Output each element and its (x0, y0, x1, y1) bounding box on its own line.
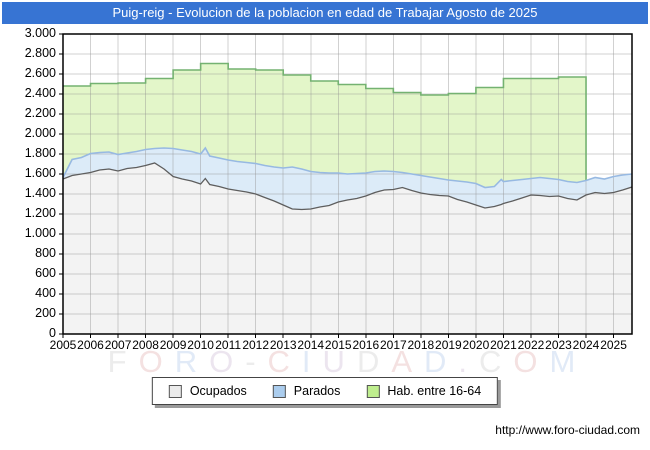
y-tick-label: 3.000 (24, 26, 56, 40)
x-tick-label: 2016 (352, 338, 380, 352)
y-tick-label: 400 (35, 286, 56, 300)
x-tick-label: 2023 (545, 338, 572, 352)
legend-label-parados: Parados (293, 384, 341, 398)
legend-swatch-hab (366, 384, 380, 398)
x-tick-label: 2020 (462, 338, 490, 352)
chart-title: Puig-reig - Evolucion de la poblacion en… (112, 5, 538, 20)
x-tick-label: 2008 (132, 338, 159, 352)
y-tick-label: 0 (49, 326, 56, 340)
x-tick-label: 2015 (324, 338, 352, 352)
y-tick-label: 800 (35, 246, 56, 260)
x-tick-label: 2012 (242, 338, 270, 352)
x-tick-label: 2017 (379, 338, 407, 352)
legend-label-ocupados: Ocupados (189, 384, 247, 398)
y-tick-label: 2.200 (24, 106, 56, 120)
y-tick-label: 2.000 (24, 126, 56, 140)
y-tick-label: 1.400 (24, 186, 56, 200)
x-tick-label: 2005 (49, 338, 77, 352)
legend-item-hab: Hab. entre 16-64 (366, 384, 481, 398)
y-tick-label: 2.800 (24, 46, 56, 60)
y-tick-label: 600 (35, 266, 56, 280)
x-tick-label: 2018 (407, 338, 435, 352)
y-tick-label: 1.200 (24, 206, 56, 220)
x-tick-label: 2024 (572, 338, 600, 352)
x-tick-label: 2011 (215, 338, 242, 352)
legend-label-hab: Hab. entre 16-64 (387, 384, 482, 398)
x-tick-label: 2009 (159, 338, 187, 352)
y-tick-label: 1.000 (24, 226, 56, 240)
x-tick-label: 2019 (435, 338, 462, 352)
x-tick-label: 2025 (600, 338, 627, 352)
y-tick-label: 1.600 (24, 166, 56, 180)
y-tick-label: 2.600 (24, 66, 56, 80)
x-tick-label: 2006 (77, 338, 104, 352)
y-tick-label: 200 (35, 306, 56, 320)
legend-item-parados: Parados (272, 384, 341, 398)
x-tick-label: 2014 (297, 338, 325, 352)
legend-item-ocupados: Ocupados (168, 384, 247, 398)
website-url: http://www.foro-ciudad.com (495, 423, 640, 437)
x-tick-label: 2021 (490, 338, 517, 352)
x-tick-label: 2007 (104, 338, 132, 352)
x-tick-label: 2010 (187, 338, 214, 352)
legend: Ocupados Parados Hab. entre 16-64 (151, 377, 499, 405)
legend-swatch-ocupados (168, 384, 182, 398)
x-tick-label: 2022 (517, 338, 545, 352)
title-bar: Puig-reig - Evolucion de la poblacion en… (2, 2, 648, 24)
x-tick-label: 2013 (269, 338, 297, 352)
y-tick-label: 1.800 (24, 146, 56, 160)
legend-swatch-parados (272, 384, 286, 398)
watermark: FORO-CIUDAD.COM (107, 344, 588, 379)
y-tick-label: 2.400 (24, 86, 56, 100)
